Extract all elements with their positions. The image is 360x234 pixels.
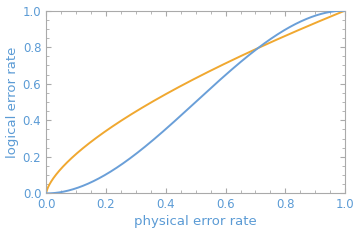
Y-axis label: logical error rate: logical error rate [5,46,19,158]
X-axis label: physical error rate: physical error rate [134,216,257,228]
